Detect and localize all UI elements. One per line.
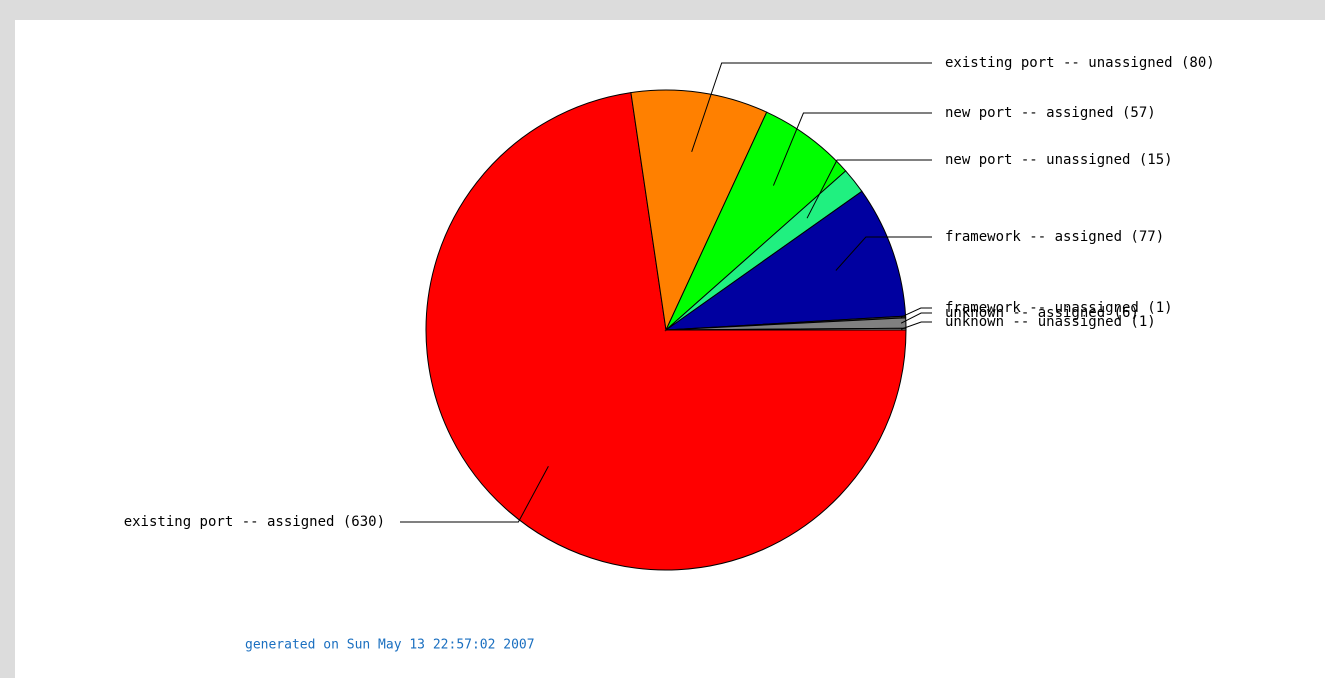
leader-line (400, 466, 549, 523)
slice-label: existing port -- assigned (630) (124, 514, 385, 530)
slice-label: unknown -- unassigned (1) (945, 314, 1156, 330)
leader-line (806, 159, 932, 219)
leader-line (691, 62, 932, 153)
footer: generated on Sun May 13 22:57:02 2007 (245, 638, 535, 653)
slice-label: new port -- assigned (57) (945, 105, 1156, 121)
leader-line (900, 307, 932, 318)
pie-slice (665, 327, 907, 331)
slice-label: framework -- unassigned (1) (945, 300, 1173, 316)
slice-label: new port -- unassigned (15) (945, 152, 1173, 168)
slice-label: existing port -- unassigned (80) (945, 55, 1215, 71)
slice-label: unknown -- assigned (6) (945, 305, 1139, 321)
leader-line (901, 321, 932, 330)
slice-label: framework -- assigned (77) (945, 229, 1164, 245)
pie-slice (425, 92, 907, 571)
leader-line (900, 312, 932, 324)
pie-slice (664, 190, 907, 331)
leader-line (772, 112, 932, 186)
pie-slice (630, 89, 768, 332)
leader-line (835, 236, 932, 271)
